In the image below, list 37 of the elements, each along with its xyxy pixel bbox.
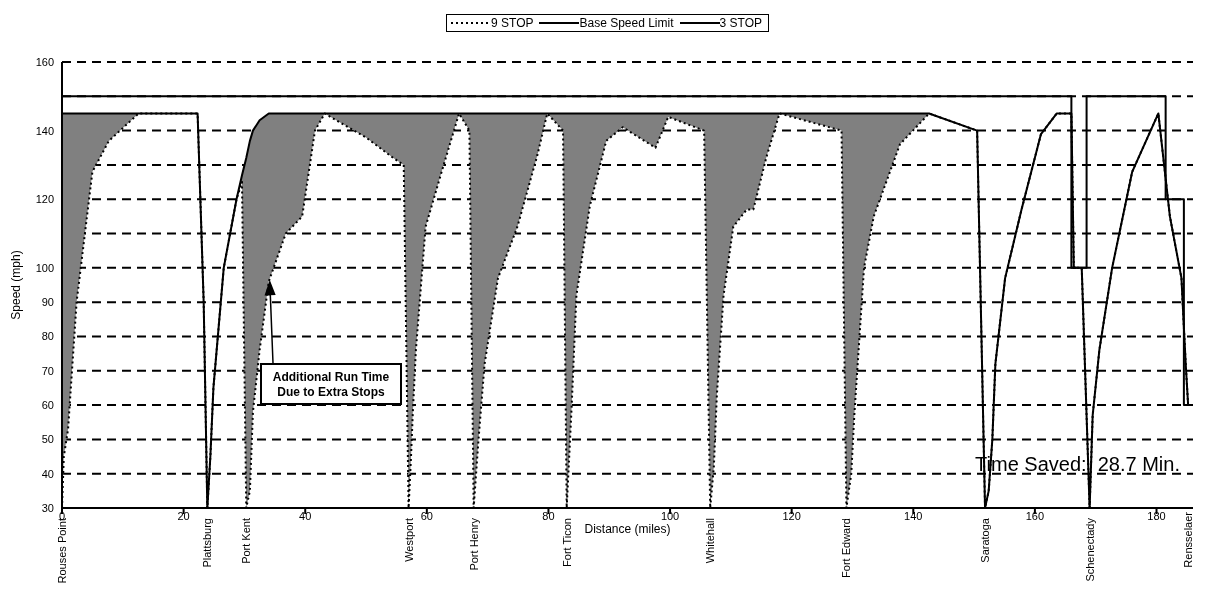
y-tick-label: 140 [35, 124, 54, 137]
x-axis-title: Distance (miles) [584, 521, 671, 536]
annotation: Rouses Point [56, 518, 68, 584]
annotation: Whitehall [704, 518, 717, 564]
x-tick-label: 180 [1147, 509, 1166, 522]
y-tick-label: 90 [41, 296, 54, 309]
annotation: Fort Edward [840, 518, 853, 578]
x-tick-label: 20 [177, 509, 190, 522]
y-tick-label: 100 [35, 261, 54, 274]
text: Rensselaer [1182, 511, 1194, 568]
legend-label: 9 STOP [491, 16, 534, 30]
y-tick-label: 80 [41, 330, 54, 343]
x-tick-label: 60 [420, 509, 433, 522]
annotation: Plattsburg [201, 518, 214, 568]
x-tick-label: 80 [542, 509, 555, 522]
annotation: Fort Ticon [560, 518, 573, 567]
y-tick-label: 40 [41, 467, 54, 480]
annotation: Westport [402, 518, 415, 562]
annotation: Schenectady [1083, 517, 1096, 582]
y-tick-label: 160 [35, 55, 54, 68]
x-tick-label: 140 [904, 509, 923, 522]
annotation: Port Henry [467, 517, 480, 571]
annotation: Port Kent [240, 518, 253, 564]
x-tick-label: 120 [782, 509, 801, 522]
x-tick-label: 160 [1025, 509, 1045, 522]
y-tick-label: 60 [41, 398, 54, 411]
legend-label: Base Speed Limit [579, 16, 674, 30]
y-tick-label: 120 [35, 193, 54, 206]
legend-label: 3 STOP [719, 16, 762, 30]
y-tick-label: 30 [41, 501, 54, 514]
y-tick-label: 50 [41, 433, 54, 446]
y-tick-label: 70 [41, 364, 54, 377]
x-tick-label: 100 [660, 509, 680, 522]
x-tick-label: 40 [299, 509, 312, 522]
annotation: Additional Run Time Due to Extra Stops [272, 370, 390, 399]
annotation: Saratoga [979, 517, 992, 563]
y-axis-title: Speed (mph) [9, 250, 24, 320]
